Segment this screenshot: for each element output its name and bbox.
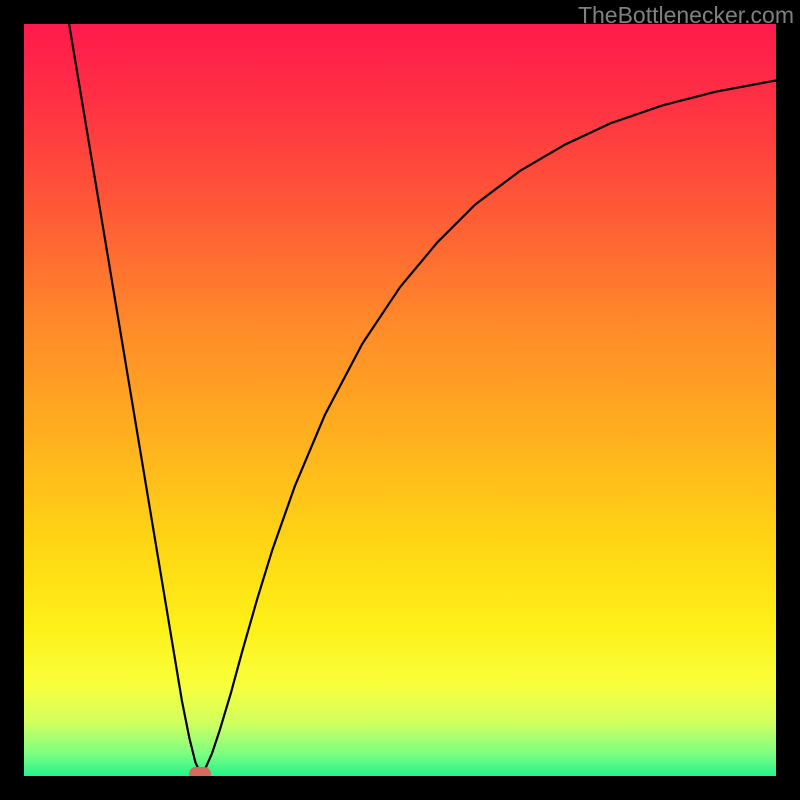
chart-container: TheBottlenecker.com (0, 0, 800, 800)
watermark-text: TheBottlenecker.com (578, 2, 794, 29)
chart-frame (0, 0, 800, 800)
